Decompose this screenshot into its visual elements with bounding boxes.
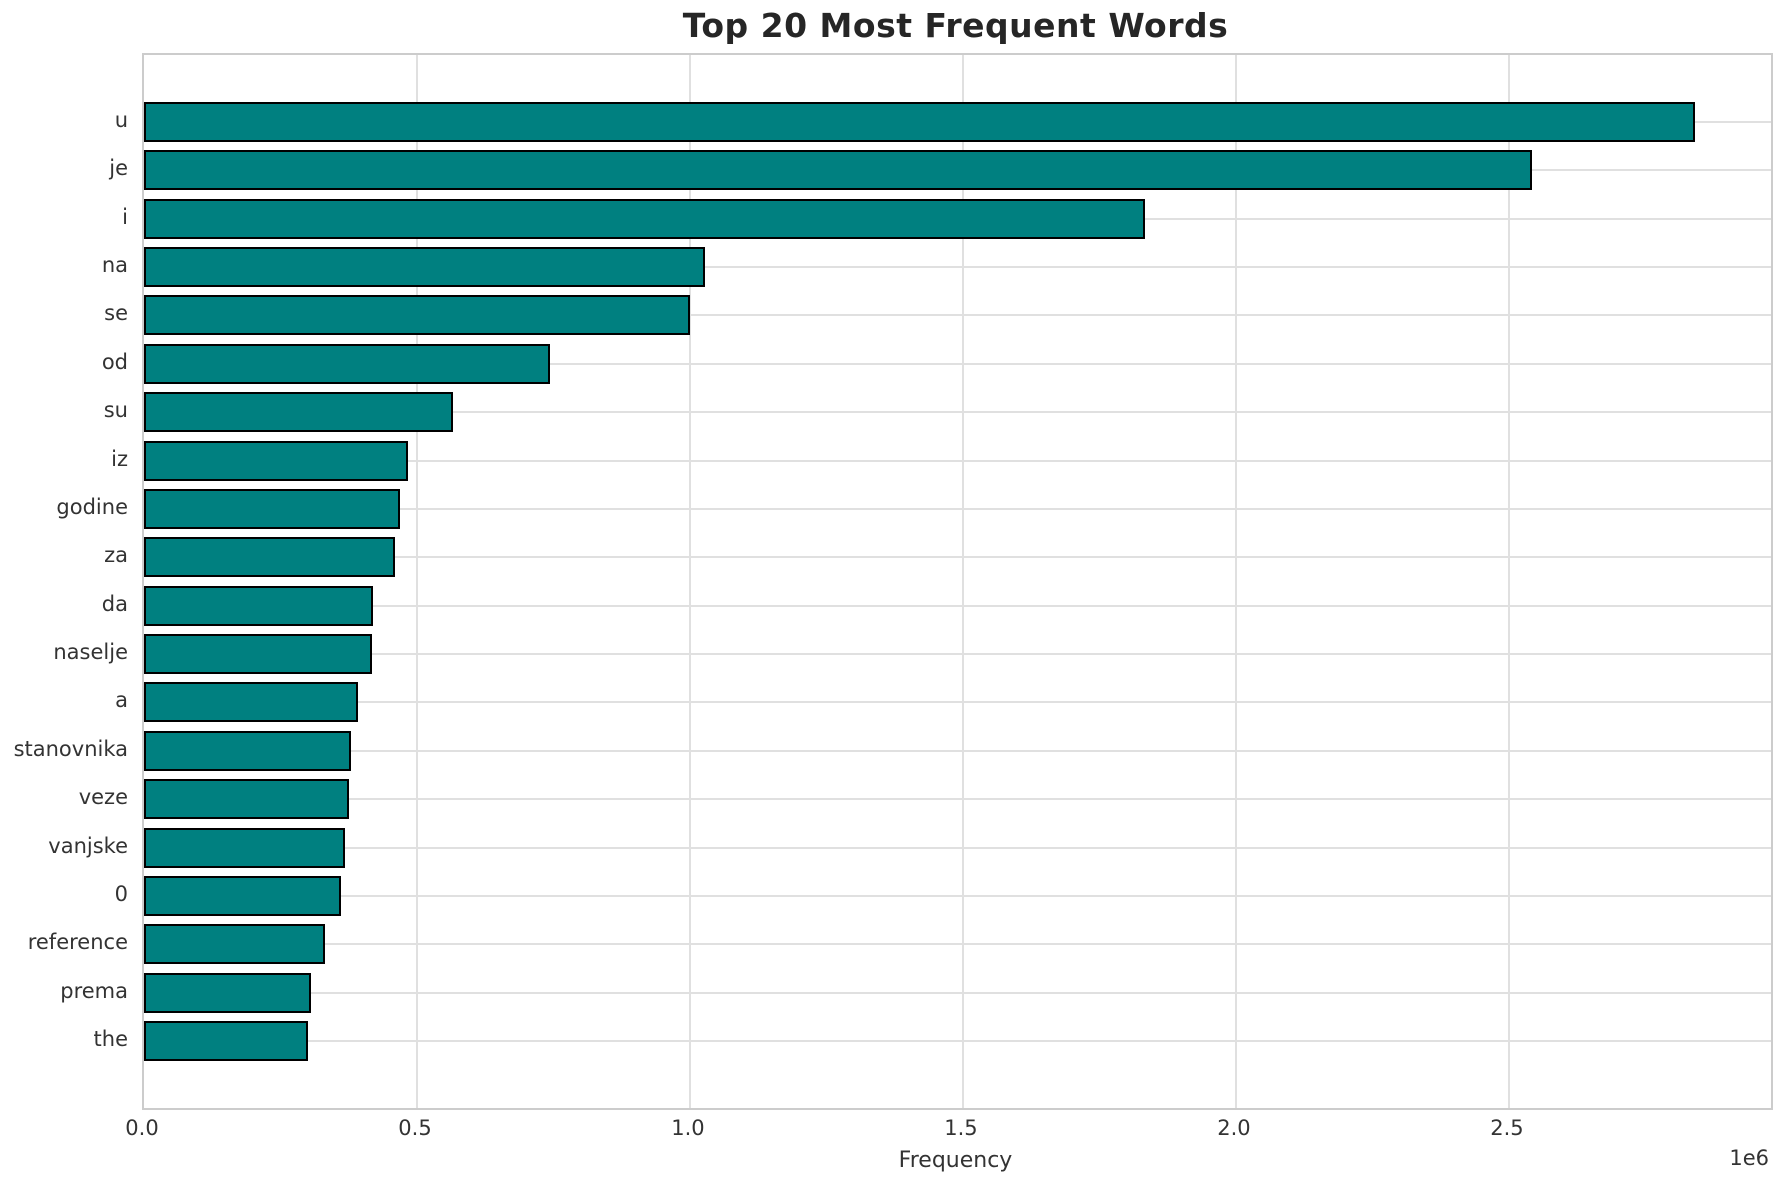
bar-se — [144, 295, 690, 336]
gridline-horizontal — [144, 701, 1771, 704]
bar-da — [144, 585, 373, 626]
y-tick-label-iz: iz — [111, 446, 128, 471]
y-tick-label-su: su — [103, 398, 128, 423]
bar-naselje — [144, 634, 372, 675]
y-tick-label-i: i — [122, 204, 128, 229]
x-tick-label-2.5: 2.5 — [1490, 1116, 1524, 1140]
gridline-horizontal — [144, 556, 1771, 559]
gridline-horizontal — [144, 653, 1771, 656]
gridline-horizontal — [144, 749, 1771, 752]
gridline-vertical — [415, 55, 418, 1108]
y-tick-label-stanovnika: stanovnika — [13, 736, 128, 761]
bar-reference — [144, 924, 325, 965]
y-tick-label-na: na — [101, 253, 128, 278]
gridline-horizontal — [144, 846, 1771, 849]
bar-0 — [144, 875, 341, 916]
gridline-horizontal — [144, 798, 1771, 801]
y-tick-label-naselje: naselje — [53, 640, 128, 665]
x-tick-label-2.0: 2.0 — [1217, 1116, 1251, 1140]
gridline-horizontal — [144, 266, 1771, 269]
x-tick-label-1.5: 1.5 — [944, 1116, 978, 1140]
bar-godine — [144, 488, 400, 529]
bar-prema — [144, 972, 311, 1013]
bar-veze — [144, 779, 349, 820]
y-tick-label-prema: prema — [60, 978, 128, 1003]
y-tick-label-da: da — [101, 591, 128, 616]
y-tick-label-se: se — [104, 301, 128, 326]
y-tick-label-od: od — [101, 349, 128, 374]
y-tick-label-je: je — [109, 156, 128, 181]
bar-stanovnika — [144, 730, 351, 771]
bar-vanjske — [144, 827, 345, 868]
gridline-horizontal — [144, 459, 1771, 462]
y-tick-label-vanjske: vanjske — [48, 833, 128, 858]
x-axis-title: Frequency — [898, 1148, 1013, 1173]
bar-za — [144, 537, 395, 578]
bar-i — [144, 198, 1145, 239]
y-tick-label-godine: godine — [56, 494, 128, 519]
y-tick-label-za: za — [104, 543, 128, 568]
gridline-horizontal — [144, 362, 1771, 365]
gridline-horizontal — [144, 894, 1771, 897]
x-tick-label-0.0: 0.0 — [125, 1116, 159, 1140]
bar-iz — [144, 440, 408, 481]
gridline-horizontal — [144, 411, 1771, 414]
x-tick-label-0.5: 0.5 — [398, 1116, 432, 1140]
y-tick-label-u: u — [114, 108, 128, 132]
bar-je — [144, 150, 1532, 191]
gridline-horizontal — [144, 1039, 1771, 1042]
gridline-vertical — [1507, 55, 1510, 1108]
gridline-horizontal — [144, 943, 1771, 946]
bar-od — [144, 343, 550, 384]
chart-title: Top 20 Most Frequent Words — [682, 6, 1229, 45]
axis-offset-text: 1e6 — [1729, 1146, 1769, 1170]
plot-area — [142, 53, 1773, 1110]
y-tick-label-a: a — [115, 688, 128, 713]
gridline-vertical — [688, 55, 691, 1108]
x-tick-label-1.0: 1.0 — [671, 1116, 705, 1140]
bar-a — [144, 682, 358, 723]
bar-u — [144, 102, 1695, 142]
y-tick-label-veze: veze — [78, 785, 128, 810]
gridline-horizontal — [144, 991, 1771, 994]
y-tick-label-0: 0 — [114, 881, 128, 906]
bar-the — [144, 1020, 308, 1061]
gridline-vertical — [961, 55, 964, 1108]
gridline-horizontal — [144, 314, 1771, 317]
bar-su — [144, 392, 453, 433]
gridline-horizontal — [144, 507, 1771, 510]
bar-na — [144, 247, 705, 288]
gridline-vertical — [1234, 55, 1237, 1108]
gridline-horizontal — [144, 604, 1771, 607]
y-tick-label-the: the — [93, 1026, 128, 1051]
y-tick-label-reference: reference — [27, 930, 128, 955]
